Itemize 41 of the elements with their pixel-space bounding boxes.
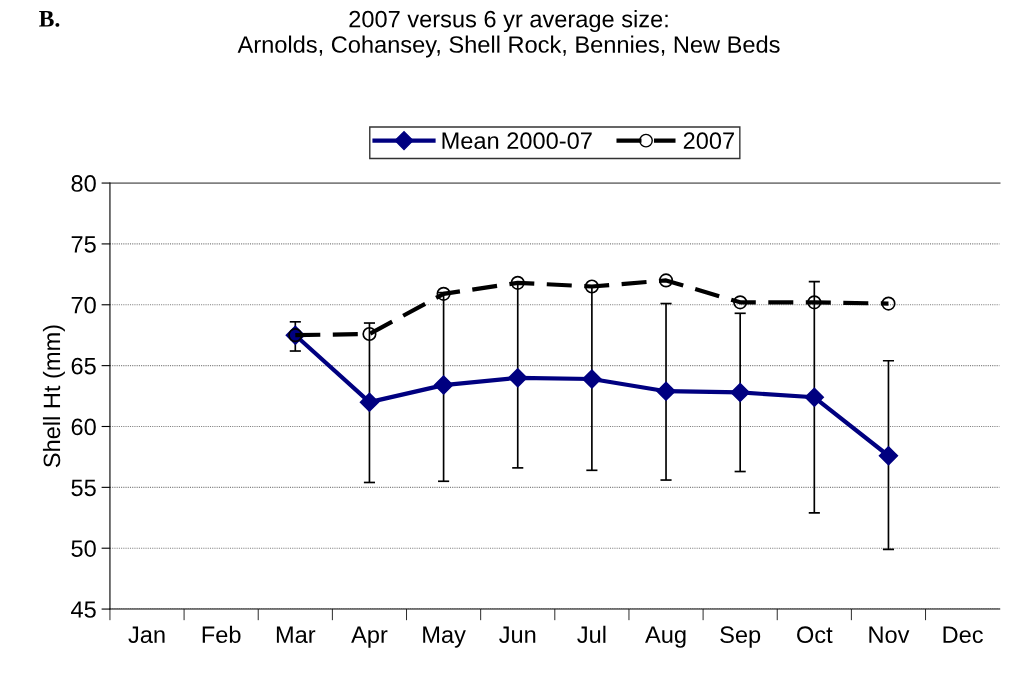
point — [582, 369, 602, 389]
point — [362, 326, 377, 342]
point — [807, 295, 822, 310]
point — [584, 279, 599, 294]
point — [433, 375, 454, 395]
chart-title: 2007 versus 6 yr average size: Arnolds, Cohansey, Shell Rock, Bennies, New Beds — [237, 10, 780, 58]
x-tick-label: Jul — [577, 625, 606, 644]
point — [510, 275, 525, 290]
x-tick-label: Oct — [797, 626, 833, 644]
point — [804, 387, 824, 407]
point — [656, 381, 676, 401]
point — [658, 273, 674, 288]
y-tick-label: 60 — [71, 418, 96, 436]
y-tick-label: 45 — [71, 601, 96, 618]
x-tick-label: Jun — [499, 626, 536, 644]
text: B. — [39, 11, 60, 27]
x-tick-label: Dec — [943, 626, 983, 644]
x-tick-label: Apr — [351, 626, 388, 648]
point — [878, 446, 899, 466]
y-tick-label: 70 — [71, 296, 96, 314]
point — [881, 296, 896, 311]
x-tick-label: Nov — [869, 626, 910, 644]
legend-label: 2007 — [683, 132, 734, 150]
point — [508, 368, 528, 388]
x-tick-label: Aug — [645, 626, 686, 648]
x-tick-label: Sep — [720, 626, 761, 648]
y-tick-label: 75 — [71, 236, 96, 253]
y-axis-title: Shell Ht (mm) — [42, 325, 65, 468]
y-tick-label: 80 — [71, 175, 96, 192]
y-tick-label: 50 — [71, 540, 96, 557]
point — [730, 382, 750, 403]
x-tick-label: May — [423, 626, 466, 648]
point — [436, 286, 451, 301]
point — [359, 392, 380, 412]
y-tick-label: 55 — [71, 479, 96, 497]
x-tick-label: Jan — [128, 626, 165, 644]
x-tick-label: Feb — [202, 625, 241, 644]
point — [733, 295, 748, 310]
x-tick-label: Mar — [276, 626, 316, 644]
legend-label: Mean 2000-07 — [442, 132, 592, 150]
y-tick-label: 65 — [71, 357, 96, 375]
